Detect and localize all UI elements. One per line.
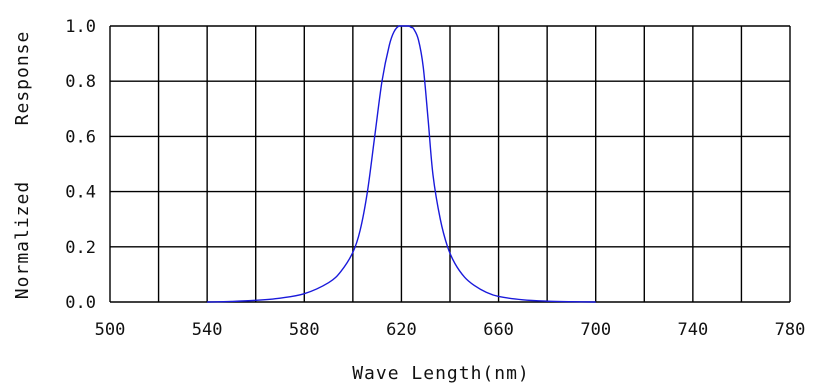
x-tick-label: 580 xyxy=(289,320,320,340)
x-tick-label: 540 xyxy=(192,320,223,340)
x-tick-label: 740 xyxy=(677,320,708,340)
y-tick-label: 0.4 xyxy=(65,183,96,203)
x-tick-label: 780 xyxy=(775,320,806,340)
x-axis-label: Wave Length(nm) xyxy=(352,363,530,384)
y-tick-label: 0.0 xyxy=(65,293,96,313)
y-axis-label-normalized: Normalized xyxy=(12,181,33,299)
response-curve xyxy=(207,25,596,303)
grid xyxy=(109,25,791,303)
y-axis-label-response: Response xyxy=(12,31,33,126)
x-tick-label: 700 xyxy=(580,320,611,340)
y-tick-label: 0.6 xyxy=(65,127,96,147)
y-tick-label: 0.2 xyxy=(65,238,96,258)
curve-layer xyxy=(207,25,596,303)
x-tick-label: 500 xyxy=(95,320,126,340)
x-tick-label: 620 xyxy=(386,320,417,340)
y-tick-labels: 0.0 0.2 0.4 0.6 0.8 1.0 xyxy=(65,17,96,313)
x-tick-labels: 500 540 580 620 660 700 740 780 xyxy=(95,320,806,340)
y-tick-label: 1.0 xyxy=(65,17,96,37)
y-tick-label: 0.8 xyxy=(65,72,96,92)
x-tick-label: 660 xyxy=(483,320,514,340)
